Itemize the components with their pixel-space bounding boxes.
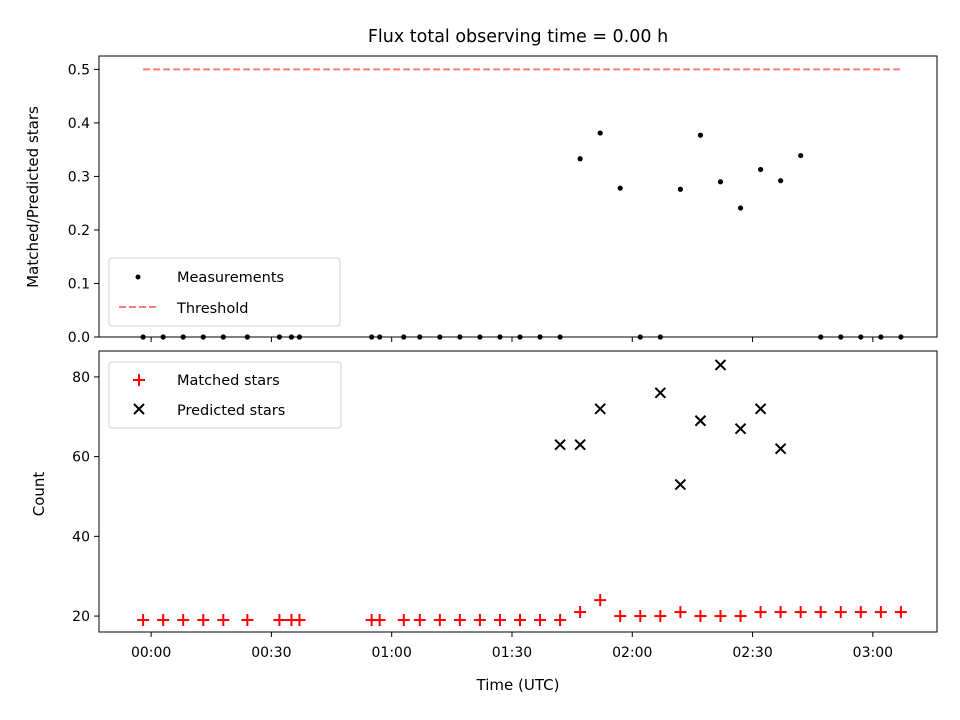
matched-star-point [554, 614, 567, 627]
legend-measurements-marker [135, 274, 141, 280]
matched-star-point [217, 614, 230, 627]
top-y-axis-label: Matched/Predicted stars [24, 106, 42, 288]
bottom-xtick-label: 00:00 [131, 645, 171, 661]
matched-star-point [157, 614, 170, 627]
measurement-point [617, 185, 623, 191]
matched-star-point [674, 606, 687, 619]
predicted-star-point [674, 478, 687, 491]
measurement-point [798, 152, 804, 159]
legend-matched-label: Matched stars [177, 373, 280, 389]
chart-title: Flux total observing time = 0.00 h [368, 27, 668, 47]
measurement-point [717, 179, 724, 185]
matched-star-point [373, 614, 386, 627]
matched-star-point [854, 606, 867, 619]
legend-threshold-label: Threshold [176, 301, 248, 317]
matched-star-point [397, 614, 410, 627]
matched-star-point [654, 610, 667, 623]
top-ytick-label: 0.2 [68, 223, 90, 239]
bottom-xtick-label: 03:00 [853, 645, 893, 661]
measurement-point [577, 156, 583, 162]
matched-star-point [634, 610, 647, 623]
predicted-star-point [594, 403, 606, 415]
bottom-xtick-label: 00:30 [251, 645, 291, 661]
bottom-xtick-label: 02:30 [732, 645, 772, 661]
matched-star-point [894, 606, 907, 619]
measurement-point [737, 205, 744, 211]
bottom-y-axis-label: Count [30, 472, 48, 517]
bottom-panel: Count Time (UTC) 20 40 60 80 00:00 00:30 01:0… [30, 350, 938, 694]
matched-star-point [273, 614, 286, 627]
matched-star-point [137, 614, 150, 627]
top-legend: Measurements Threshold [108, 257, 341, 327]
bottom-xtick-label: 02:00 [612, 645, 652, 661]
predicted-star-point [774, 442, 787, 455]
matched-star-point [614, 610, 627, 623]
top-x-ticks [150, 337, 874, 342]
bottom-ytick-label: 80 [72, 370, 90, 386]
bottom-ytick-label: 20 [72, 609, 90, 625]
bottom-xtick-label: 01:30 [492, 645, 532, 661]
top-ytick-label: 0.5 [68, 62, 90, 78]
matched-star-point [874, 606, 887, 619]
top-ytick-label: 0.1 [68, 276, 90, 292]
top-ytick-label: 0.4 [68, 116, 90, 132]
matched-star-point [774, 606, 787, 619]
bottom-x-ticks: 00:00 00:30 01:00 01:30 02:00 02:30 03:00 [131, 632, 893, 661]
bottom-legend-box [108, 361, 342, 429]
legend-measurements-label: Measurements [177, 270, 284, 286]
predicted-star-point [654, 387, 667, 399]
top-ytick-label: 0.3 [68, 169, 90, 185]
measurement-point [757, 166, 764, 173]
predicted-star-point [554, 438, 566, 451]
measurement-point [677, 186, 683, 192]
top-ytick-label: 0.0 [68, 330, 90, 346]
matched-star-point [493, 614, 506, 627]
matched-star-point [413, 614, 426, 627]
matched-star-point [714, 610, 727, 623]
measurement-point [778, 178, 784, 184]
matched-star-point [293, 614, 306, 627]
matched-star-point [177, 614, 190, 627]
matched-star-point [473, 614, 486, 627]
legend-matched-marker [133, 374, 145, 386]
matched-star-point [814, 606, 827, 619]
matched-star-point [574, 606, 587, 619]
bottom-legend: Matched stars Predicted stars [108, 361, 342, 429]
matched-star-point [433, 614, 446, 627]
legend-predicted-label: Predicted stars [177, 403, 285, 419]
bottom-y-ticks: 20 40 60 80 [72, 370, 99, 625]
bottom-xtick-label: 01:00 [372, 645, 412, 661]
matched-star-point [453, 614, 466, 627]
matched-star-point [694, 610, 707, 623]
top-legend-box [108, 257, 341, 327]
bottom-ytick-label: 40 [72, 529, 90, 545]
predicted-star-point [574, 438, 586, 451]
matched-star-point [834, 606, 847, 619]
matched-star-point [734, 610, 747, 623]
predicted-star-point [754, 403, 767, 415]
predicted-star-point [694, 415, 707, 427]
bottom-axes-frame [98, 350, 938, 633]
measurement-point [697, 132, 704, 138]
matched-star-point [754, 606, 767, 619]
matched-star-point [197, 614, 210, 627]
matched-star-point [594, 594, 607, 607]
bottom-plot-marks [137, 359, 907, 627]
matched-star-point [534, 614, 547, 627]
legend-predicted-marker [133, 403, 145, 415]
x-axis-label: Time (UTC) [476, 676, 560, 694]
measurement-point [597, 130, 603, 136]
predicted-star-point [714, 359, 727, 371]
predicted-star-point [734, 423, 747, 435]
matched-star-point [514, 614, 527, 627]
top-y-ticks: 0.0 0.1 0.2 0.3 0.4 0.5 [68, 62, 99, 346]
matched-star-point [794, 606, 807, 619]
top-panel: Flux total observing time = 0.00 h Match… [24, 27, 938, 346]
matched-star-point [241, 614, 254, 627]
bottom-ytick-label: 60 [72, 450, 90, 466]
top-axes-frame [98, 55, 938, 338]
